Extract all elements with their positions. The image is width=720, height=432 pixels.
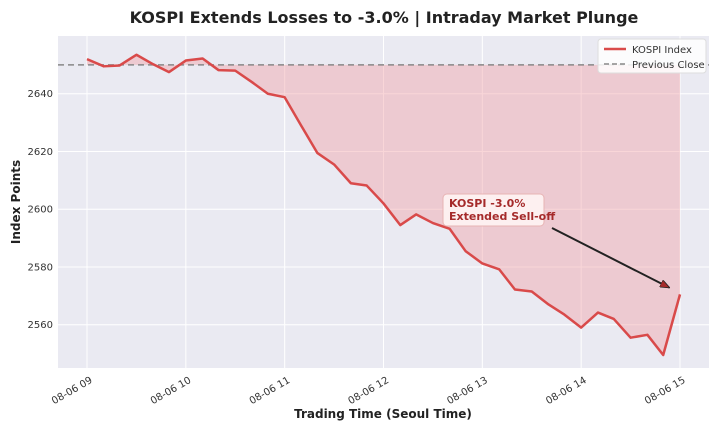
x-tick-label: 08-06 12 <box>347 375 391 407</box>
x-tick-label: 08-06 11 <box>248 375 292 407</box>
x-tick-label: 08-06 09 <box>50 375 94 407</box>
legend-label-previous-close: Previous Close <box>632 60 705 71</box>
x-axis-ticks: 08-06 09 08-06 10 08-06 11 08-06 12 08-06 13… <box>50 375 687 407</box>
y-axis-label: Index Points <box>9 160 23 244</box>
annotation-arrow <box>551 227 669 287</box>
y-tick-label: 2600 <box>28 205 53 216</box>
x-tick-label: 08-06 10 <box>149 375 193 407</box>
x-axis-label: Trading Time (Seoul Time) <box>294 407 472 421</box>
annotation: KOSPI -3.0% Extended Sell-off <box>442 193 669 287</box>
legend: KOSPI Index Previous Close <box>597 38 707 74</box>
area-layer <box>87 54 680 356</box>
x-tick-label: 08-06 13 <box>445 375 489 407</box>
x-tick-label: 08-06 14 <box>544 375 588 407</box>
area-fill <box>87 54 680 356</box>
legend-label-kospi: KOSPI Index <box>632 45 692 56</box>
annotation-line-1: KOSPI -3.0% <box>449 197 525 210</box>
annotation-box <box>442 193 545 227</box>
chart-title: KOSPI Extends Losses to -3.0% | Intraday… <box>130 8 639 28</box>
kospi-series-line <box>86 53 682 357</box>
y-tick-label: 2560 <box>28 320 53 331</box>
y-axis-ticks: 2560 2580 2600 2620 2640 <box>28 89 53 331</box>
x-tick-label: 08-06 15 <box>643 375 687 407</box>
annotation-line-2: Extended Sell-off <box>449 210 555 223</box>
y-tick-label: 2580 <box>28 262 53 273</box>
y-tick-label: 2620 <box>28 147 53 158</box>
line-layer <box>86 53 682 357</box>
y-tick-label: 2640 <box>28 89 53 100</box>
